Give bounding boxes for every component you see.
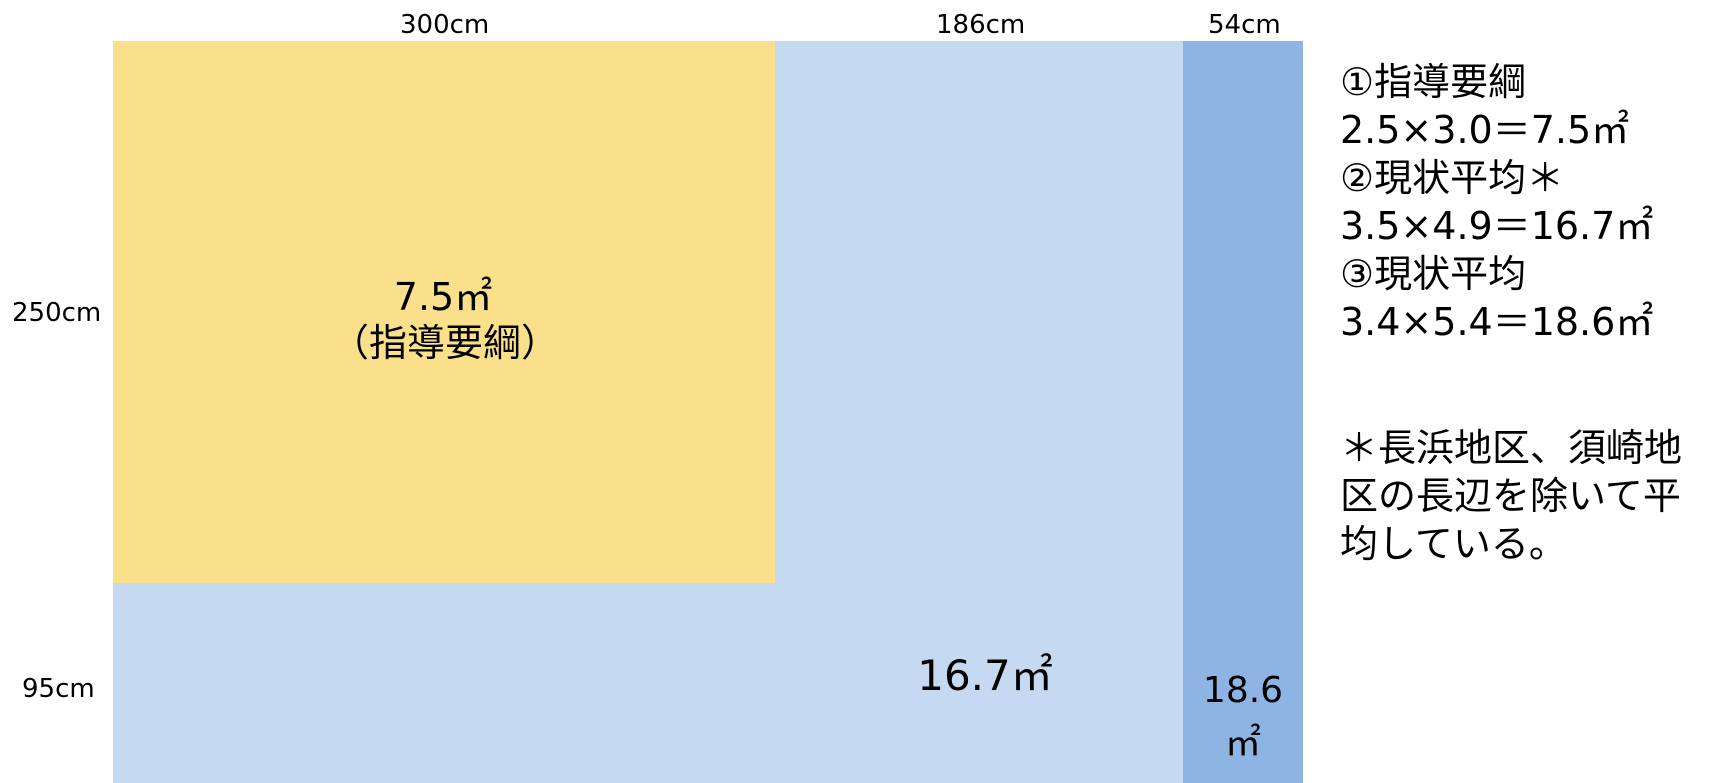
dimension-label-width-2: 186cm [936,10,1026,40]
dimension-label-width-3: 54cm [1208,10,1281,40]
note-line-4: 3.5×4.9＝16.7㎡ [1340,204,1654,248]
footnote: ＊長浜地区、須崎地区の長辺を除いて平均している。 [1340,426,1683,566]
area-2-value: 16.7㎡ [917,651,1053,700]
guideline-area-label: （指導要綱） [330,321,559,365]
area-3-value-line1: 18.6 [1202,670,1284,711]
note-line-6: 3.4×5.4＝18.6㎡ [1340,300,1654,344]
note-line-2: 2.5×3.0＝7.5㎡ [1340,108,1630,152]
area-3-value-line2: ㎡ [1224,723,1261,764]
dimension-label-height-1: 250cm [12,298,102,328]
notes-list: ①指導要綱 2.5×3.0＝7.5㎡ ②現状平均＊ 3.5×4.9＝16.7㎡ … [1340,58,1653,346]
note-line-5: ③現状平均 [1340,252,1527,296]
dimension-label-width-1: 300cm [400,10,490,40]
note-line-1: ①指導要綱 [1340,60,1527,104]
guideline-area-rect [113,41,775,583]
guideline-area-value: 7.5㎡ [393,275,493,319]
note-line-3: ②現状平均＊ [1340,156,1565,200]
dimension-label-height-2: 95cm [22,674,95,704]
